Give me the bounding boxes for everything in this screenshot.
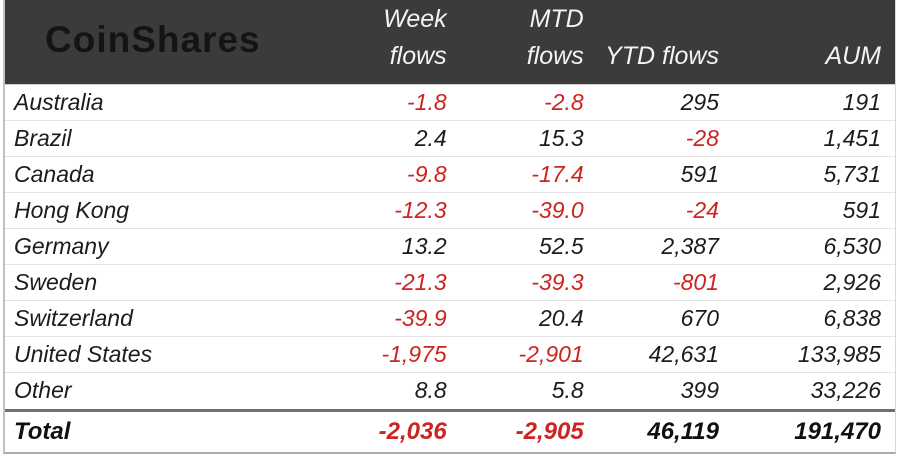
cell-value: -39.9 <box>325 299 461 337</box>
row-label: Brazil <box>5 119 326 157</box>
total-label: Total <box>5 408 326 452</box>
cell-value: 133,985 <box>732 336 895 373</box>
table-row: Sweden -21.3 -39.3 -801 2,926 <box>5 263 895 301</box>
cell-value: 2.4 <box>325 119 461 157</box>
column-header-week-flows: Week flows <box>325 0 460 84</box>
fund-flows-table: CoinShares Week flows MTD flows YTD flow… <box>5 0 895 452</box>
cell-value: 15.3 <box>460 119 598 157</box>
row-label: Other <box>5 372 326 410</box>
column-header-mtd-flows: MTD flows <box>461 0 598 84</box>
column-header-line: YTD flows <box>605 41 719 70</box>
cell-value: 5.8 <box>460 372 598 410</box>
row-label: Hong Kong <box>5 191 326 229</box>
cell-value: 5,731 <box>732 155 895 193</box>
cell-value: 6,530 <box>732 227 895 265</box>
cell-value: -28 <box>597 119 733 157</box>
total-value: -2,036 <box>325 408 461 452</box>
row-label: United States <box>5 336 326 373</box>
cell-value: 1,451 <box>732 119 895 157</box>
cell-value: 13.2 <box>325 227 461 265</box>
table-row: Brazil 2.4 15.3 -28 1,451 <box>5 119 895 157</box>
total-value: -2,905 <box>460 408 598 452</box>
cell-value: 8.8 <box>325 372 461 410</box>
row-label: Switzerland <box>5 299 326 337</box>
table-row: Germany 13.2 52.5 2,387 6,530 <box>5 227 895 265</box>
coinshares-logo: CoinShares <box>45 18 261 60</box>
table-row: Other 8.8 5.8 399 33,226 <box>5 372 895 410</box>
cell-value: -39.0 <box>460 191 598 229</box>
cell-value: 2,926 <box>732 263 895 301</box>
cell-value: -2,901 <box>460 336 598 373</box>
column-header-line: flows <box>389 41 447 70</box>
cell-value: 399 <box>597 372 733 410</box>
fund-flows-table-frame: CoinShares Week flows MTD flows YTD flow… <box>3 0 896 454</box>
cell-value: 6,838 <box>732 299 895 337</box>
row-label: Canada <box>5 155 326 193</box>
column-header-aum: AUM <box>733 0 895 84</box>
cell-value: 33,226 <box>732 372 895 410</box>
row-label: Germany <box>5 227 326 265</box>
row-label: Sweden <box>5 263 326 301</box>
cell-value: 670 <box>597 299 733 337</box>
table-row: Hong Kong -12.3 -39.0 -24 591 <box>5 191 895 229</box>
cell-value: 52.5 <box>460 227 598 265</box>
cell-value: 295 <box>597 83 733 121</box>
cell-value: -21.3 <box>325 263 461 301</box>
table-row: Australia -1.8 -2.8 295 191 <box>5 83 895 121</box>
table-row: Canada -9.8 -17.4 591 5,731 <box>5 155 895 193</box>
cell-value: 2,387 <box>597 227 733 265</box>
cell-value: -1,975 <box>325 336 461 373</box>
cell-value: 191 <box>732 83 895 121</box>
column-header-line: Week <box>383 4 447 33</box>
cell-value: -9.8 <box>325 155 461 193</box>
column-header-line: AUM <box>825 41 881 70</box>
table-row: United States -1,975 -2,901 42,631 133,9… <box>5 336 895 373</box>
cell-value: -39.3 <box>460 263 598 301</box>
total-value: 191,470 <box>732 408 895 452</box>
cell-value: -801 <box>597 263 733 301</box>
column-header-ytd-flows: YTD flows <box>598 0 733 84</box>
column-header-line: MTD <box>529 4 584 33</box>
cell-value: -24 <box>597 191 733 229</box>
cell-value: -1.8 <box>325 83 461 121</box>
cell-value: -2.8 <box>460 83 598 121</box>
total-row: Total -2,036 -2,905 46,119 191,470 <box>5 408 895 452</box>
header-row: CoinShares Week flows MTD flows YTD flow… <box>5 0 895 84</box>
column-header-line: flows <box>526 41 584 70</box>
cell-value: -12.3 <box>325 191 461 229</box>
cell-value: 591 <box>597 155 733 193</box>
cell-value: 591 <box>732 191 895 229</box>
total-value: 46,119 <box>597 408 733 452</box>
cell-value: 42,631 <box>597 336 733 373</box>
logo-cell: CoinShares <box>5 0 325 84</box>
cell-value: 20.4 <box>460 299 598 337</box>
row-label: Australia <box>5 83 326 121</box>
table-row: Switzerland -39.9 20.4 670 6,838 <box>5 299 895 337</box>
cell-value: -17.4 <box>460 155 598 193</box>
